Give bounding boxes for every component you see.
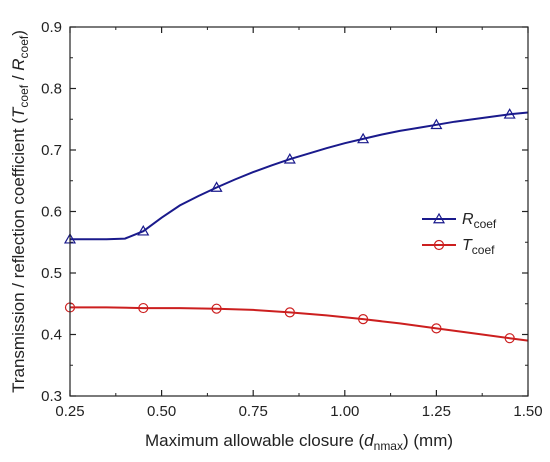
x-axis-title-tail: ) (mm) xyxy=(403,431,453,450)
data-point-circle xyxy=(358,314,369,325)
data-point-circle xyxy=(211,303,222,314)
legend-circle-marker xyxy=(433,239,445,251)
y-tick-label: 0.3 xyxy=(41,388,62,405)
y-tick-label: 0.5 xyxy=(41,265,62,282)
y-axis-title-tail: ) xyxy=(9,30,28,36)
data-point-triangle xyxy=(503,108,516,119)
legend-item-tcoef: Tcoef xyxy=(422,237,495,257)
y-tick-label: 0.8 xyxy=(41,81,62,98)
y-tick-label: 0.4 xyxy=(41,327,62,344)
series-line-tcoef xyxy=(70,306,529,342)
y-axis-title: Transmission / reflection coefficient (T… xyxy=(9,30,31,393)
y-axis-title-sub2: coef xyxy=(17,35,31,58)
x-axis-title-sub: nmax xyxy=(374,439,403,453)
data-point-triangle xyxy=(137,224,150,236)
x-tick-label: 1.50 xyxy=(513,403,542,420)
data-point-triangle xyxy=(357,132,370,144)
data-point-circle xyxy=(504,333,515,344)
legend-triangle-marker xyxy=(432,212,446,224)
legend-item-rcoef: Rcoef xyxy=(422,211,497,231)
y-tick-labels: 0.3 0.4 0.5 0.6 0.7 0.8 0.9 xyxy=(41,19,62,405)
y-axis-title-var1: T xyxy=(9,106,28,118)
x-tick-label: 0.25 xyxy=(55,403,84,420)
data-point-triangle xyxy=(430,118,443,130)
y-tick-label: 0.7 xyxy=(41,142,62,159)
legend-var-rcoef: R xyxy=(462,211,474,228)
x-tick-label: 0.75 xyxy=(239,403,268,420)
data-point-triangle xyxy=(283,153,296,164)
y-axis-title-main: Transmission / reflection coefficient ( xyxy=(9,118,28,393)
data-point-circle xyxy=(138,302,149,314)
plot-frame xyxy=(69,26,529,397)
x-tick-label: 0.50 xyxy=(147,403,176,420)
legend-var-tcoef: T xyxy=(462,237,473,254)
x-axis-title-main: Maximum allowable closure ( xyxy=(145,431,365,450)
legend: Rcoef Tcoef xyxy=(422,211,497,257)
y-axis-title-var2: R xyxy=(9,58,28,70)
y-tick-label: 0.9 xyxy=(41,19,62,36)
x-axis-title-var: d xyxy=(364,431,374,450)
data-point-triangle xyxy=(210,181,223,192)
legend-sub-tcoef: coef xyxy=(472,243,495,257)
y-tick-label: 0.6 xyxy=(41,204,62,221)
data-point-circle xyxy=(431,323,442,334)
legend-label-rcoef: Rcoef xyxy=(462,211,497,231)
y-axis-title-sub1: coef xyxy=(17,84,31,107)
x-tick-label: 1.25 xyxy=(422,403,451,420)
series-layer xyxy=(63,108,529,344)
x-tick-labels: 0.25 0.50 0.75 1.00 1.25 1.50 xyxy=(55,403,542,420)
x-axis-title: Maximum allowable closure (dnmax) (mm) xyxy=(145,431,453,453)
legend-label-tcoef: Tcoef xyxy=(462,237,495,257)
tick-marks xyxy=(69,26,529,397)
x-tick-label: 1.00 xyxy=(330,403,359,420)
data-point-circle xyxy=(284,307,295,318)
series-line-rcoef xyxy=(70,111,529,241)
y-axis-title-mid: / xyxy=(9,71,28,85)
legend-sub-rcoef: coef xyxy=(474,217,497,231)
